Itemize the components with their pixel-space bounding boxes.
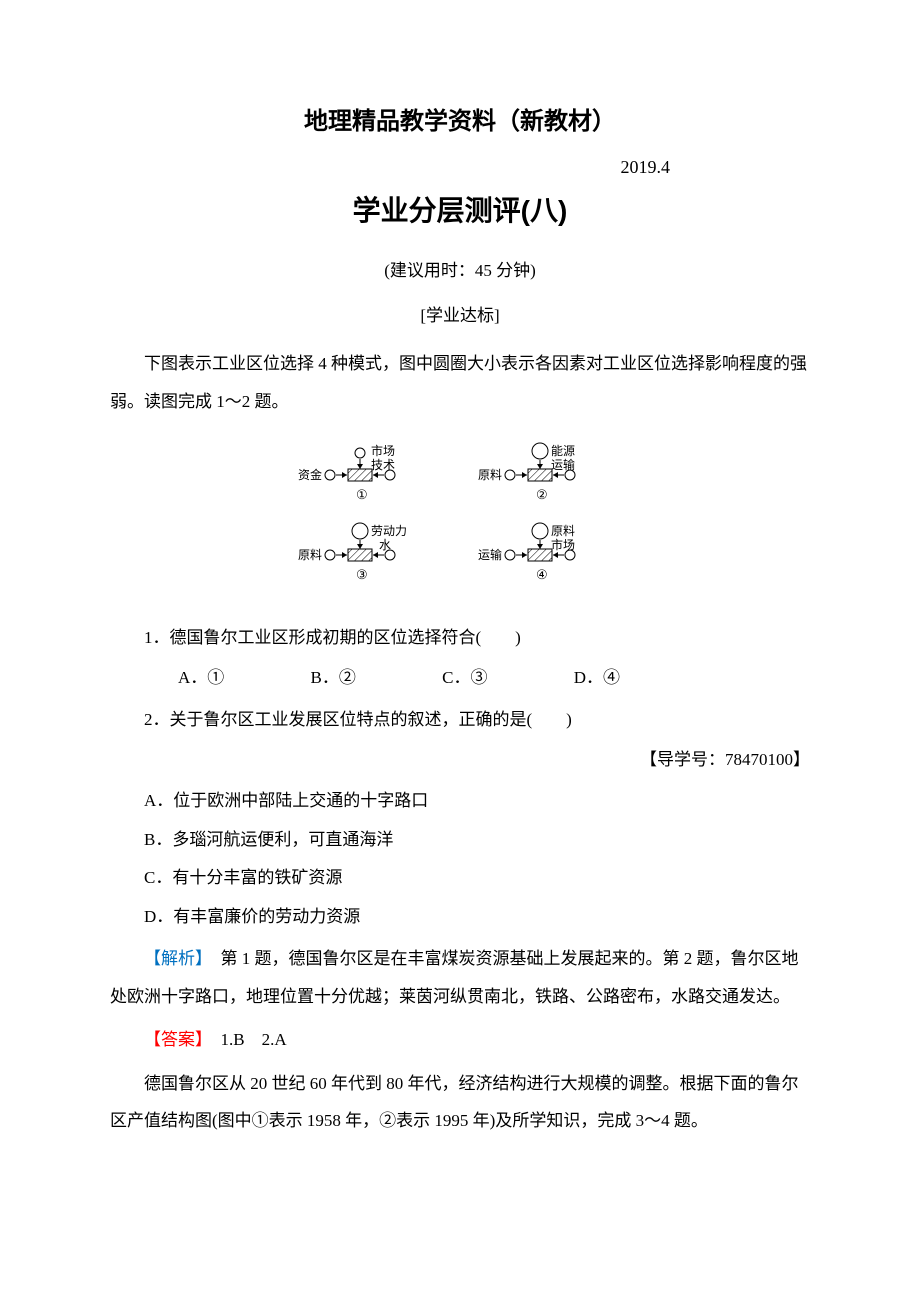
q1-opt-d: D．④ — [540, 663, 620, 694]
guide-number: 【导学号：78470100】 — [110, 745, 810, 776]
q1-options: A．① B．② C．③ D．④ — [110, 663, 810, 694]
diagram-svg: 市场 资金 技术 ① 能源 原料 — [290, 435, 630, 595]
date-line: 2019.4 — [110, 151, 810, 183]
cell4-left: 运输 — [478, 547, 502, 562]
jiexi-text: 第 1 题，德国鲁尔区是在丰富煤炭资源基础上发展起来的。第 2 题，鲁尔区地处欧… — [110, 949, 799, 1005]
cell1-right: 技术 — [371, 458, 395, 472]
cell3-right: 水 — [379, 538, 391, 552]
q1-opt-c: C．③ — [408, 663, 487, 694]
tail-paragraph: 德国鲁尔区从 20 世纪 60 年代到 80 年代，经济结构进行大规模的调整。根… — [110, 1065, 810, 1140]
cell2-right: 运输 — [551, 457, 575, 472]
cell3-top: 劳动力 — [371, 524, 407, 538]
cell1-left: 资金 — [298, 467, 322, 482]
cell4-num: ④ — [536, 567, 548, 582]
daan-paragraph: 【答案】 1.B 2.A — [110, 1023, 810, 1057]
q1-opt-a: A．① — [144, 663, 224, 694]
jiexi-label: 【解析】 — [144, 949, 204, 968]
cell4-right: 市场 — [551, 537, 575, 552]
intro-paragraph: 下图表示工业区位选择 4 种模式，图中圆圈大小表示各因素对工业区位选择影响程度的… — [110, 345, 810, 420]
cell2-num: ② — [536, 487, 548, 502]
q2-opt-b: B．多瑙河航运便利，可直通海洋 — [110, 825, 810, 856]
cell2-top: 能源 — [551, 444, 575, 458]
q1-opt-b: B．② — [277, 663, 356, 694]
cell3-num: ③ — [356, 567, 368, 582]
cell4-top: 原料 — [551, 524, 575, 538]
section-label: [学业达标] — [110, 301, 810, 332]
q2-opt-d: D．有丰富廉价的劳动力资源 — [110, 902, 810, 933]
cell2-left: 原料 — [478, 468, 502, 482]
factor-diagram: 市场 资金 技术 ① 能源 原料 — [110, 435, 810, 606]
jiexi-paragraph: 【解析】 第 1 题，德国鲁尔区是在丰富煤炭资源基础上发展起来的。第 2 题，鲁… — [110, 940, 810, 1015]
q2-opt-c: C．有十分丰富的铁矿资源 — [110, 863, 810, 894]
q2-opt-a: A．位于欧洲中部陆上交通的十字路口 — [110, 786, 810, 817]
cell1-top: 市场 — [371, 443, 395, 458]
time-hint: (建议用时：45 分钟) — [110, 256, 810, 287]
page-title-2: 学业分层测评(八) — [110, 186, 810, 236]
cell1-num: ① — [356, 487, 368, 502]
cell3-left: 原料 — [298, 548, 322, 562]
q2-stem: 2．关于鲁尔区工业发展区位特点的叙述，正确的是( ) — [110, 703, 810, 737]
daan-label: 【答案】 — [144, 1030, 204, 1049]
page-title-1: 地理精品教学资料（新教材） — [110, 100, 810, 143]
q1-stem: 1．德国鲁尔工业区形成初期的区位选择符合( ) — [110, 621, 810, 655]
daan-text: 1.B 2.A — [204, 1030, 287, 1049]
